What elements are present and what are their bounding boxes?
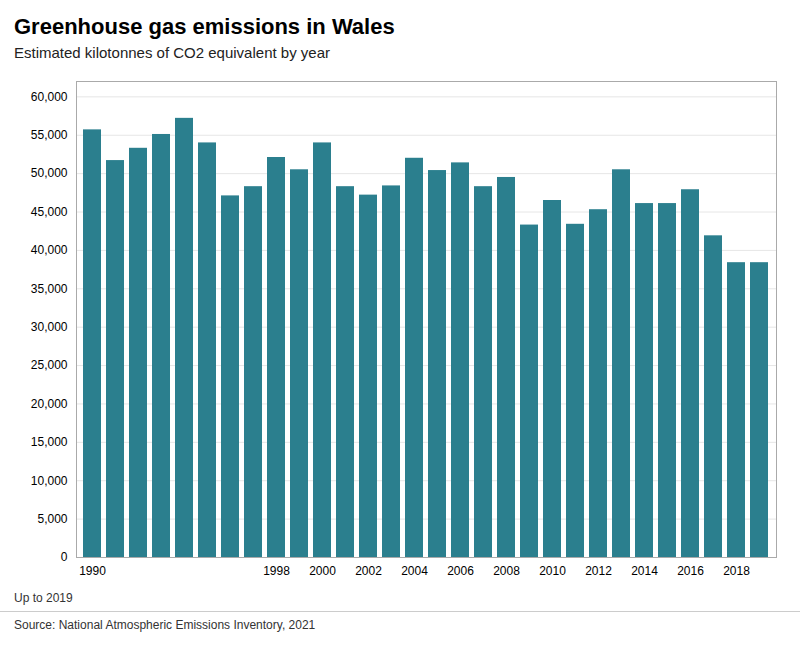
svg-text:25,000: 25,000: [31, 358, 68, 372]
svg-text:10,000: 10,000: [31, 474, 68, 488]
svg-text:60,000: 60,000: [31, 90, 68, 104]
svg-text:30,000: 30,000: [31, 320, 68, 334]
svg-text:1990: 1990: [79, 564, 106, 578]
svg-text:1998: 1998: [263, 564, 290, 578]
html-text:Up to 2019: Up to 2019: [14, 591, 73, 605]
svg-text:2012: 2012: [585, 564, 612, 578]
svg-text:2006: 2006: [447, 564, 474, 578]
html-text:Estimated kilotonnes of CO2 eq: Estimated kilotonnes of CO2 equivalent b…: [14, 44, 330, 61]
svg-text:2016: 2016: [677, 564, 704, 578]
svg-text:45,000: 45,000: [31, 205, 68, 219]
svg-text:35,000: 35,000: [31, 282, 68, 296]
svg-text:0: 0: [61, 550, 68, 564]
svg-text:20,000: 20,000: [31, 397, 68, 411]
svg-text:2004: 2004: [401, 564, 428, 578]
svg-text:5,000: 5,000: [37, 512, 67, 526]
svg-text:2008: 2008: [493, 564, 520, 578]
svg-text:50,000: 50,000: [31, 166, 68, 180]
svg-text:2000: 2000: [309, 564, 336, 578]
svg-text:40,000: 40,000: [31, 243, 68, 257]
svg-text:2002: 2002: [355, 564, 382, 578]
svg-text:2014: 2014: [631, 564, 658, 578]
svg-text:2018: 2018: [723, 564, 750, 578]
html-text:Greenhouse gas emissions in Wa: Greenhouse gas emissions in Wales: [14, 14, 395, 39]
html-text:Source: National Atmospheric E: Source: National Atmospheric Emissions I…: [14, 618, 316, 632]
svg-text:15,000: 15,000: [31, 435, 68, 449]
svg-text:2010: 2010: [539, 564, 566, 578]
svg-text:55,000: 55,000: [31, 128, 68, 142]
